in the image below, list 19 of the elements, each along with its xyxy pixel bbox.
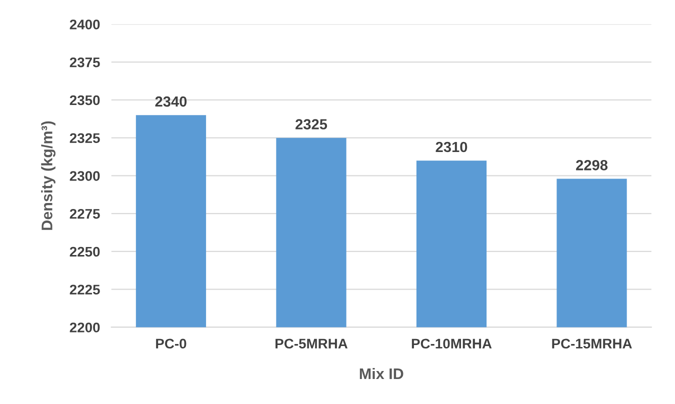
y-tick-label: 2400 (70, 20, 100, 30)
data-label: 2340 (155, 96, 187, 107)
y-tick-label: 2300 (70, 171, 100, 181)
data-label: 2310 (436, 142, 468, 152)
data-label: 2298 (576, 160, 608, 170)
y-tick-label: 2350 (70, 95, 100, 106)
x-tick-label: PC-0 (156, 338, 186, 349)
y-tick-label: 2375 (70, 57, 100, 68)
y-tick-label: 2225 (70, 284, 100, 295)
y-tick-label: 2200 (70, 322, 100, 332)
x-tick-label: PC-10MRHA (412, 338, 492, 349)
x-axis-title: Mix ID (360, 368, 404, 380)
y-tick-label: 2250 (70, 246, 100, 257)
data-label: 2325 (296, 119, 328, 130)
y-axis-title: Density (kg/m³) (41, 121, 56, 230)
y-tick-label: 2275 (70, 208, 100, 219)
y-tick-label: 2325 (70, 133, 100, 144)
x-tick-label: PC-5MRHA (276, 338, 348, 349)
x-tick-label: PC-15MRHA (552, 338, 632, 349)
